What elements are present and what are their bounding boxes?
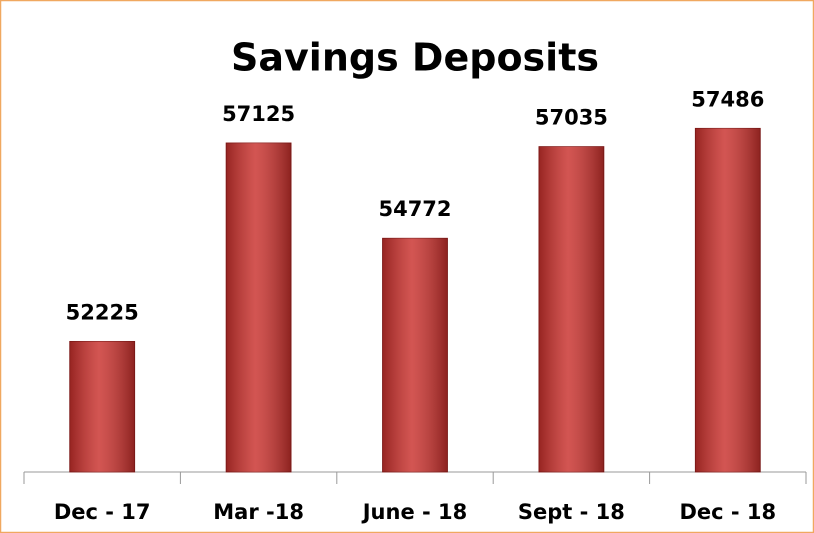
chart-title: Savings Deposits — [231, 36, 599, 80]
bar-shine — [226, 142, 292, 472]
x-tick-label: Dec - 17 — [54, 500, 151, 524]
value-label: 52225 — [66, 300, 139, 324]
x-tick-label: Sept - 18 — [518, 500, 625, 524]
value-label: 57035 — [535, 106, 608, 130]
bar-shine — [695, 128, 761, 472]
bar-shine — [538, 146, 604, 472]
x-tick-label: Mar -18 — [213, 500, 304, 524]
bar-shine — [382, 238, 448, 472]
value-label: 54772 — [378, 197, 451, 221]
x-tick-label: June - 18 — [361, 500, 468, 524]
value-label: 57486 — [691, 87, 764, 111]
value-label: 57125 — [222, 102, 295, 126]
x-tick-label: Dec - 18 — [679, 500, 776, 524]
bar-shine — [69, 341, 135, 472]
